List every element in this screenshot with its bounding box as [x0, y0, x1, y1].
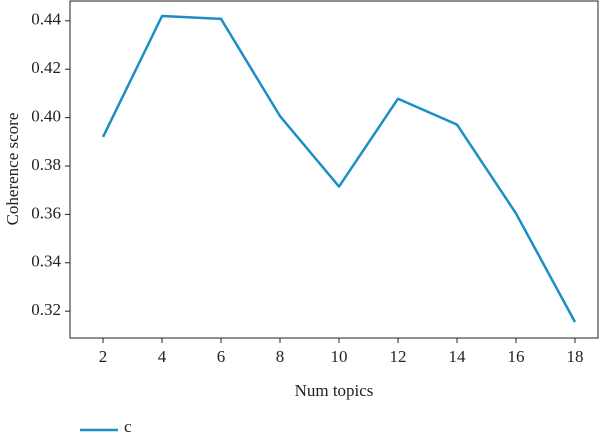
legend-label: c	[124, 417, 132, 436]
x-tick-label: 2	[99, 347, 108, 366]
data-line	[101, 14, 577, 323]
y-tick-label: 0.32	[31, 300, 61, 319]
y-tick-label: 0.34	[31, 252, 61, 271]
y-tick-label: 0.44	[31, 10, 61, 29]
y-tick-label: 0.38	[31, 155, 61, 174]
x-tick-label: 18	[566, 347, 583, 366]
x-tick-label: 12	[390, 347, 407, 366]
x-tick-label: 14	[449, 347, 467, 366]
plot-frame	[69, 0, 599, 339]
x-tick-label: 4	[158, 347, 167, 366]
x-tick-label: 6	[217, 347, 226, 366]
x-tick-label: 10	[331, 347, 348, 366]
x-tick-label: 16	[507, 347, 524, 366]
y-tick-label: 0.40	[31, 107, 61, 126]
y-axis-label: Coherence score	[3, 113, 22, 226]
y-tick-label: 0.36	[31, 203, 61, 222]
x-axis-label: Num topics	[295, 381, 374, 400]
x-tick-label: 8	[276, 347, 285, 366]
y-tick-label: 0.42	[31, 58, 61, 77]
